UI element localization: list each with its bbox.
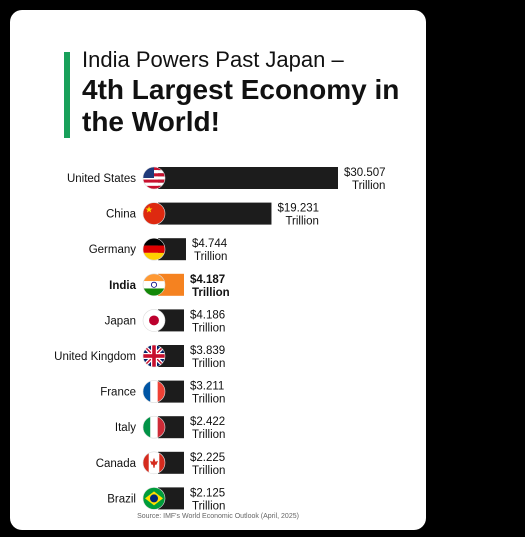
svg-text:★: ★ (145, 205, 153, 215)
value-label: $4.744 (192, 238, 228, 250)
unit-label: Trillion (192, 394, 225, 406)
bar-china (158, 202, 272, 225)
bar-germany (158, 238, 186, 261)
unit-label: Trillion (192, 465, 225, 477)
category-label: United Kingdom (54, 351, 136, 363)
bar-japan (158, 309, 184, 332)
title-line-1: India Powers Past Japan – (82, 47, 344, 72)
unit-label: Trillion (194, 251, 227, 263)
china-flag-icon: ★ (142, 202, 166, 225)
germany-flag-icon (142, 237, 166, 261)
unit-label: Trillion (192, 358, 225, 370)
bar-canada (158, 451, 184, 474)
bar-italy (158, 416, 184, 439)
category-label: Brazil (107, 493, 136, 505)
italy-flag-icon (142, 415, 166, 439)
value-label: $19.231 (277, 203, 319, 215)
value-label: $2.125 (190, 487, 225, 499)
title-line-2: 4th Largest Economy in the World! (82, 74, 400, 137)
category-label: Japan (105, 315, 136, 327)
bar-united-states (158, 167, 338, 189)
unit-label: Trillion (192, 322, 225, 334)
value-label: $3.211 (190, 381, 224, 393)
value-label: $2.422 (190, 416, 225, 428)
category-label: United States (67, 173, 136, 185)
category-label: India (109, 280, 136, 292)
unit-label: Trillion (192, 429, 225, 441)
value-label: $3.839 (190, 345, 225, 357)
value-label: $30.507 (344, 167, 386, 179)
france-flag-icon (142, 380, 166, 403)
value-label: $4.186 (190, 309, 225, 321)
value-label: $4.187 (190, 274, 225, 286)
bar-france (158, 380, 184, 403)
india-flag-icon (142, 273, 166, 297)
value-label: $2.225 (190, 452, 225, 464)
japan-flag-icon (142, 309, 166, 332)
category-label: Canada (96, 458, 137, 470)
source-note: Source: IMF's World Economic Outlook (Ap… (137, 513, 299, 520)
unit-label: Trillion (192, 287, 230, 299)
category-label: Italy (115, 422, 136, 434)
unit-label: Trillion (285, 216, 318, 228)
bar-united-kingdom (158, 345, 184, 367)
uk-flag-icon (142, 344, 166, 368)
unit-label: Trillion (352, 180, 385, 192)
brazil-flag-icon (142, 487, 166, 510)
title-accent-bar (64, 52, 70, 138)
bar-brazil (158, 487, 184, 510)
unit-label: Trillion (192, 500, 225, 512)
category-label: France (100, 387, 136, 399)
us-flag-icon (142, 166, 166, 190)
infographic-card: India Powers Past Japan – 4th Largest Ec… (10, 10, 426, 530)
category-label: China (106, 209, 137, 221)
category-label: Germany (89, 244, 137, 256)
canada-flag-icon (142, 451, 166, 475)
bar-india (158, 273, 184, 296)
